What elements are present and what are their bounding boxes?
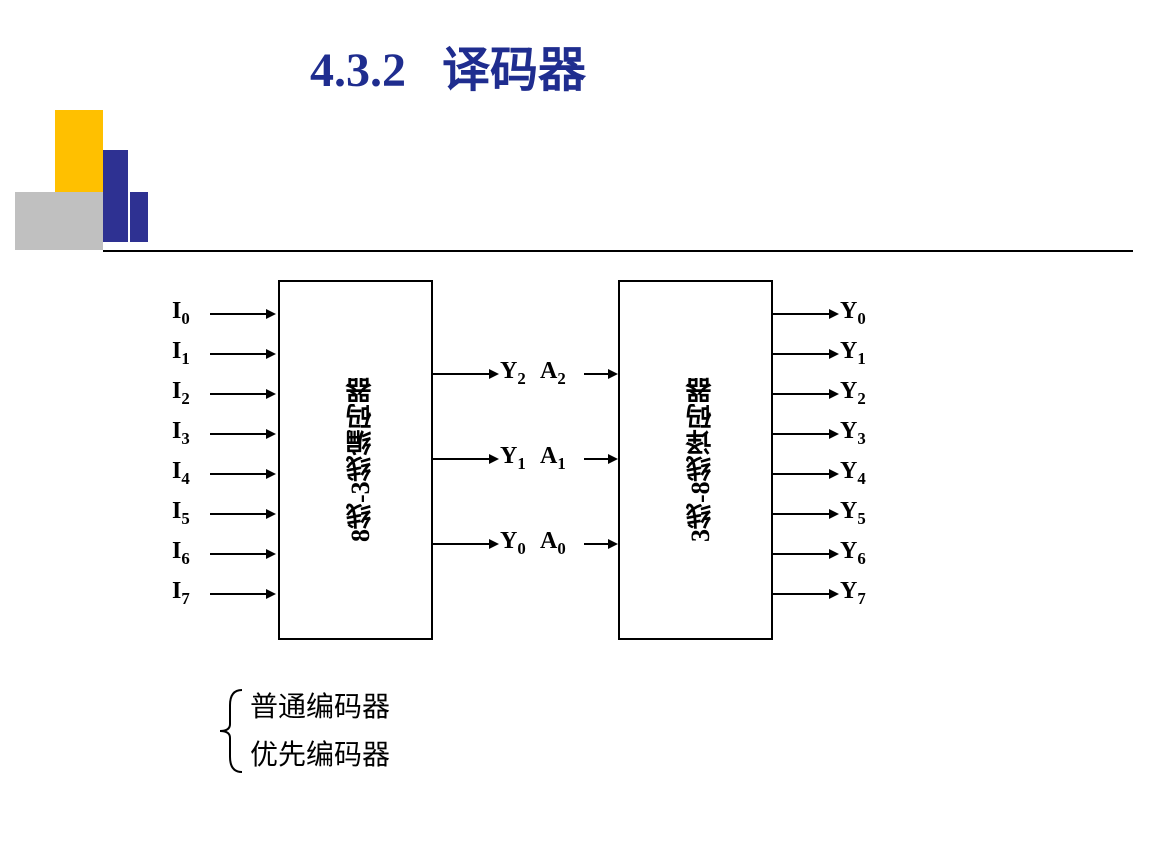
- brace-icon: [218, 688, 242, 774]
- decoder-output-5-arrow-icon: [829, 509, 839, 519]
- encoder-input-5-arrow-icon: [266, 509, 276, 519]
- encoder-input-2-label: I2: [172, 378, 190, 409]
- encoder-output-2-label: Y0: [500, 528, 526, 559]
- decoder-output-6-wire: [773, 553, 829, 555]
- decoder-output-5-label: Y5: [840, 498, 866, 529]
- encoder-output-2-arrow-icon: [489, 539, 499, 549]
- decoder-output-7-arrow-icon: [829, 589, 839, 599]
- encoder-input-7-arrow-icon: [266, 589, 276, 599]
- decoder-input-0-label: A2: [540, 358, 566, 389]
- page-title: 4.3.2 译码器: [310, 30, 586, 100]
- encoder-input-4-label: I4: [172, 458, 190, 489]
- encoder-output-1-label: Y1: [500, 443, 526, 474]
- encoder-output-0-arrow-icon: [489, 369, 499, 379]
- decoder-output-0-arrow-icon: [829, 309, 839, 319]
- decoder-output-4-wire: [773, 473, 829, 475]
- decoder-output-3-label: Y3: [840, 418, 866, 449]
- decoder-output-3-arrow-icon: [829, 429, 839, 439]
- decoder-output-0-wire: [773, 313, 829, 315]
- decoder-output-1-wire: [773, 353, 829, 355]
- encoder-input-1-label: I1: [172, 338, 190, 369]
- decoder-input-1-label: A1: [540, 443, 566, 474]
- decoder-input-1-arrow-icon: [608, 454, 618, 464]
- decoder-output-0-label: Y0: [840, 298, 866, 329]
- encoder-output-1-wire: [433, 458, 489, 460]
- encoder-output-0-label: Y2: [500, 358, 526, 389]
- decor-yellow-block: [55, 110, 103, 192]
- decor-gray-block: [15, 192, 103, 250]
- decoder-output-7-label: Y7: [840, 578, 866, 609]
- decoder-output-4-arrow-icon: [829, 469, 839, 479]
- title-text: 译码器: [442, 44, 586, 97]
- encoder-label: 8线-3线编码器: [342, 330, 379, 590]
- decoder-output-7-wire: [773, 593, 829, 595]
- encoder-input-2-arrow-icon: [266, 389, 276, 399]
- encoder-input-4-wire: [210, 473, 266, 475]
- encoder-output-2-wire: [433, 543, 489, 545]
- encoder-input-2-wire: [210, 393, 266, 395]
- decoder-output-3-wire: [773, 433, 829, 435]
- decoder-input-0-arrow-icon: [608, 369, 618, 379]
- decoder-output-2-arrow-icon: [829, 389, 839, 399]
- encoder-input-6-label: I6: [172, 538, 190, 569]
- decoder-input-0-wire: [584, 373, 608, 375]
- title-section: 4.3.2: [310, 44, 406, 97]
- decoder-output-4-label: Y4: [840, 458, 866, 489]
- decoder-input-1-wire: [584, 458, 608, 460]
- encoder-output-0-wire: [433, 373, 489, 375]
- footer-item-0: 普通编码器: [250, 685, 390, 725]
- encoder-output-1-arrow-icon: [489, 454, 499, 464]
- decoder-input-2-label: A0: [540, 528, 566, 559]
- decoder-output-2-wire: [773, 393, 829, 395]
- encoder-input-7-label: I7: [172, 578, 190, 609]
- decoder-output-6-label: Y6: [840, 538, 866, 569]
- encoder-input-3-label: I3: [172, 418, 190, 449]
- decoder-output-1-label: Y1: [840, 338, 866, 369]
- encoder-input-5-wire: [210, 513, 266, 515]
- encoder-input-5-label: I5: [172, 498, 190, 529]
- footer-item-1: 优先编码器: [250, 733, 390, 773]
- decor-blue-block-2: [130, 192, 148, 242]
- encoder-input-3-wire: [210, 433, 266, 435]
- encoder-input-3-arrow-icon: [266, 429, 276, 439]
- encoder-input-1-wire: [210, 353, 266, 355]
- decoder-input-2-wire: [584, 543, 608, 545]
- decoder-output-6-arrow-icon: [829, 549, 839, 559]
- encoder-input-0-wire: [210, 313, 266, 315]
- decoder-input-2-arrow-icon: [608, 539, 618, 549]
- decoder-output-5-wire: [773, 513, 829, 515]
- decoder-label: 3线-8线译码器: [682, 330, 719, 590]
- encoder-input-6-arrow-icon: [266, 549, 276, 559]
- encoder-input-7-wire: [210, 593, 266, 595]
- encoder-input-0-arrow-icon: [266, 309, 276, 319]
- encoder-input-6-wire: [210, 553, 266, 555]
- encoder-input-0-label: I0: [172, 298, 190, 329]
- decoder-output-1-arrow-icon: [829, 349, 839, 359]
- decoder-output-2-label: Y2: [840, 378, 866, 409]
- encoder-input-4-arrow-icon: [266, 469, 276, 479]
- horizontal-rule: [103, 250, 1133, 252]
- encoder-input-1-arrow-icon: [266, 349, 276, 359]
- decor-blue-block-1: [103, 150, 128, 242]
